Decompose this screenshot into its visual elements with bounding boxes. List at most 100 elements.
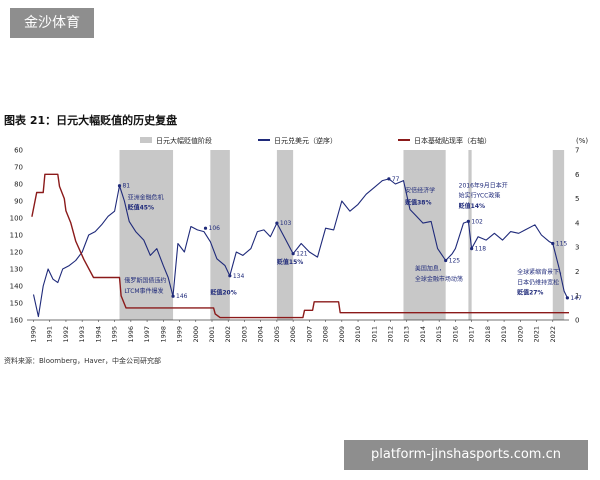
value-label-8: 102 [471, 218, 483, 225]
annotation-note-15: LTCM事件爆发 [124, 287, 163, 295]
x-tick-label-13: 2003 [240, 326, 248, 343]
brand-badge: 金沙体育 [10, 8, 94, 38]
annotation-note-18: 安倍经济学 [405, 187, 435, 195]
x-tick-label-20: 2010 [354, 326, 362, 343]
value-label-10: 115 [556, 241, 568, 248]
x-tick-label-15: 2005 [273, 326, 281, 343]
shaded-period-2 [276, 150, 294, 320]
x-tick-label-32: 2022 [549, 326, 557, 343]
annotation-note-12: 亚洲金融危机 [128, 193, 164, 201]
x-tick-label-21: 2011 [370, 326, 378, 343]
right-tick-label-4: 4 [575, 219, 580, 227]
value-label-9: 118 [475, 246, 487, 253]
legend-label-discount-rate: 日本基础贴现率（右轴） [414, 136, 491, 145]
x-tick-label-9: 1999 [176, 326, 184, 343]
x-tick-label-25: 2015 [435, 326, 443, 343]
left-tick-label-6: 120 [10, 249, 23, 257]
x-tick-label-19: 2009 [338, 326, 346, 343]
value-label-5: 121 [296, 251, 308, 258]
x-tick-label-18: 2008 [322, 326, 330, 343]
right-tick-label-5: 5 [575, 195, 579, 203]
left-tick-label-8: 140 [10, 283, 23, 291]
legend-label-usdjpy: 日元兑美元（逆序） [274, 136, 337, 145]
value-label-6: 77 [392, 176, 400, 183]
x-tick-label-22: 2012 [386, 326, 394, 343]
x-tick-label-10: 2000 [192, 326, 200, 343]
value-marker-7 [444, 258, 448, 263]
chart-legend: 日元大幅贬值阶段 日元兑美元（逆序） 日本基础贴现率（右轴） [140, 136, 491, 145]
value-label-0: 81 [122, 183, 130, 190]
shaded-period-3 [403, 150, 446, 320]
url-banner[interactable]: platform-jinshasports.com.cn [344, 440, 588, 470]
value-marker-9 [470, 247, 474, 251]
annotation-note-14: 俄罗斯国债违约 [124, 277, 166, 285]
value-marker-10 [551, 241, 555, 246]
annotation-note-17: 贬值15% [277, 258, 303, 266]
x-tick-label-26: 2016 [451, 326, 459, 343]
value-marker-4 [275, 221, 279, 225]
left-tick-label-2: 80 [14, 181, 23, 189]
shaded-period-0 [119, 150, 174, 320]
value-label-1: 146 [176, 293, 188, 300]
x-tick-label-12: 2002 [224, 326, 232, 343]
annotation-note-22: 贬值14% [459, 202, 485, 210]
right-tick-label-3: 3 [575, 244, 579, 252]
value-marker-2 [203, 226, 208, 230]
right-tick-label-6: 6 [575, 171, 580, 179]
annotation-note-24: 全球金融市场动荡 [415, 275, 463, 283]
series [31, 173, 569, 319]
right-tick-label-0: 0 [575, 317, 579, 325]
left-tick-label-4: 100 [10, 215, 23, 223]
x-tick-label-11: 2001 [208, 326, 216, 343]
value-marker-11 [565, 296, 569, 300]
annotation-note-23: 美国加息， [415, 265, 445, 273]
right-tick-label-2: 2 [575, 268, 579, 276]
value-marker-8 [466, 219, 470, 223]
value-label-3: 134 [233, 273, 245, 280]
x-tick-label-28: 2018 [484, 326, 492, 343]
left-tick-label-9: 150 [10, 300, 23, 308]
value-marker-6 [387, 177, 391, 181]
x-tick-label-16: 2006 [289, 326, 297, 343]
left-tick-label-1: 70 [14, 164, 23, 172]
x-tick-label-14: 2004 [257, 326, 265, 343]
x-tick-label-1: 1991 [46, 326, 54, 343]
x-tick-label-23: 2013 [403, 326, 411, 343]
left-tick-label-3: 90 [14, 198, 23, 206]
x-tick-label-8: 1998 [159, 326, 167, 343]
legend-label-shade: 日元大幅贬值阶段 [156, 136, 212, 145]
x-tick-label-31: 2021 [533, 326, 541, 343]
x-tick-label-29: 2019 [500, 326, 508, 343]
source-note: 资料来源：Bloomberg，Haver，中金公司研究部 [4, 357, 161, 365]
value-label-11: 147 [570, 295, 582, 302]
x-tick-label-30: 2020 [516, 326, 524, 343]
annotations: 81 146 106 134 103 121 77 1 2 5 102 118 115 147 亚洲金融危机… [117, 176, 582, 302]
value-marker-5 [291, 252, 295, 256]
right-tick-label-1: 1 [575, 292, 579, 300]
x-tick-label-0: 1990 [29, 326, 37, 343]
annotation-note-16: 贬值20% [210, 289, 236, 297]
x-tick-label-6: 1996 [127, 326, 135, 343]
value-marker-0 [117, 184, 122, 188]
x-tick-label-24: 2014 [419, 326, 427, 343]
annotation-note-20: 2016年9月日本开 [459, 181, 508, 189]
annotation-note-25: 全球紧缩背景下， [517, 268, 565, 276]
right-tick-label-7: 7 [575, 147, 579, 155]
legend-swatch-shade [140, 137, 152, 143]
series-line-1 [31, 173, 569, 319]
annotation-note-21: 始实行YCC政策 [459, 192, 501, 200]
value-marker-3 [228, 274, 232, 278]
value-marker-1 [171, 294, 175, 298]
shaded-period-1 [210, 150, 230, 320]
annotation-note-26: 日本仍维持宽松 [517, 278, 559, 286]
left-tick-label-0: 60 [14, 147, 23, 155]
series-line-0 [32, 178, 568, 318]
value-label-2: 106 [209, 225, 221, 232]
left-tick-label-5: 110 [10, 232, 23, 240]
shaded-period-5 [552, 150, 565, 320]
left-tick-label-7: 130 [10, 266, 23, 274]
annotation-note-19: 贬值38% [405, 198, 431, 206]
value-label-4: 103 [280, 220, 292, 227]
x-tick-label-17: 2007 [305, 326, 313, 343]
